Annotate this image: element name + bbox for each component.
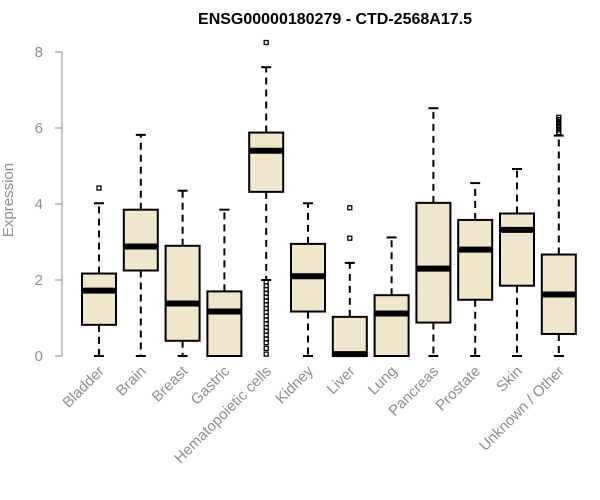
y-axis: 0 2 4 6 8	[35, 44, 63, 365]
box-11	[540, 114, 577, 357]
x-tick-label: Kidney	[272, 362, 317, 407]
box-6	[331, 205, 368, 358]
iqr-box	[457, 218, 494, 301]
plot-area	[81, 39, 577, 358]
x-tick-label: Lung	[365, 363, 401, 399]
chart-title: ENSG00000180279 - CTD-2568A17.5	[198, 11, 472, 28]
iqr-box	[373, 294, 410, 358]
y-tick-label: 4	[35, 196, 43, 213]
x-tick-label: Brain	[113, 363, 150, 400]
x-tick-label: Prostate	[432, 363, 484, 415]
iqr-box	[415, 201, 452, 324]
outlier-point	[263, 345, 269, 352]
y-tick-label: 0	[35, 348, 43, 365]
box-10	[499, 168, 535, 357]
iqr-box	[164, 244, 201, 342]
box-2	[164, 189, 201, 357]
box-8	[415, 107, 452, 357]
box-5	[290, 202, 326, 357]
iqr-box	[331, 315, 368, 357]
y-axis-label: Expression	[0, 163, 17, 237]
outlier-point	[263, 340, 269, 346]
iqr-box	[248, 131, 285, 193]
iqr-box	[81, 272, 117, 326]
outlier-point	[263, 39, 269, 46]
y-tick-label: 2	[35, 272, 43, 289]
outlier-point	[263, 351, 269, 357]
x-tick-label: Liver	[324, 363, 359, 398]
outlier-point	[347, 235, 353, 241]
x-tick-label: Skin	[493, 363, 526, 396]
iqr-box	[206, 290, 243, 357]
x-tick-label: Bladder	[59, 363, 108, 412]
x-tick-label: Breast	[149, 362, 192, 405]
outlier-point	[556, 129, 562, 136]
box-4	[248, 39, 285, 357]
outlier-point	[556, 114, 562, 121]
box-1	[122, 133, 159, 357]
box-3	[206, 208, 243, 357]
box-9	[457, 182, 494, 357]
outlier-point	[556, 122, 562, 128]
iqr-box	[122, 208, 159, 272]
y-tick-label: 8	[35, 44, 43, 61]
iqr-box	[499, 212, 535, 287]
outlier-point	[556, 127, 562, 133]
outlier-point	[556, 119, 562, 125]
box-0	[81, 185, 117, 357]
outlier-point	[96, 185, 102, 191]
box-7	[373, 236, 410, 358]
y-tick-label: 6	[35, 120, 43, 137]
outlier-point	[347, 205, 353, 211]
